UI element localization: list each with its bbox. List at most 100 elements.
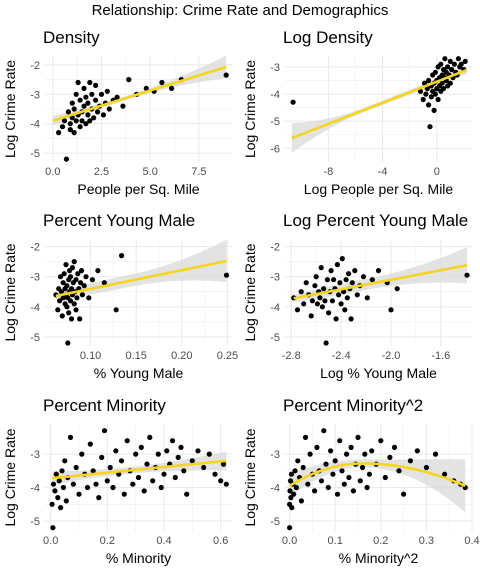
- data-point: [95, 109, 101, 115]
- data-point: [305, 481, 311, 487]
- y-tick-label: -5: [30, 516, 40, 528]
- x-axis-label: Log People per Sq. Mile: [304, 181, 454, 197]
- data-point: [357, 478, 363, 484]
- data-point: [55, 307, 61, 313]
- data-point: [120, 103, 126, 109]
- data-point: [104, 88, 110, 94]
- data-point: [83, 274, 89, 280]
- data-point: [432, 69, 438, 75]
- x-tick-label: -1.6: [431, 350, 450, 362]
- data-point: [76, 491, 82, 497]
- x-tick-label: 0.4: [464, 535, 479, 547]
- data-point: [87, 79, 93, 86]
- data-point: [309, 298, 315, 304]
- data-point: [293, 484, 299, 491]
- data-point: [223, 481, 229, 487]
- data-point: [73, 307, 79, 313]
- data-point: [294, 307, 301, 313]
- x-tick-label: -4: [378, 166, 388, 178]
- x-tick-label: 0.2: [100, 535, 115, 547]
- data-point: [73, 464, 79, 471]
- data-point: [378, 438, 384, 444]
- data-point: [366, 471, 372, 477]
- data-point: [344, 451, 350, 457]
- y-tick-label: -4: [270, 302, 280, 314]
- y-tick-label: -4: [30, 483, 40, 495]
- data-point: [206, 451, 212, 457]
- data-point: [84, 484, 91, 491]
- data-point: [292, 468, 298, 474]
- data-point: [323, 461, 329, 467]
- data-point: [67, 274, 74, 280]
- data-point: [61, 271, 67, 277]
- data-point: [85, 100, 91, 106]
- data-point: [321, 428, 327, 434]
- data-point: [60, 280, 66, 286]
- data-point: [119, 253, 125, 259]
- data-point: [295, 458, 301, 464]
- data-point: [346, 474, 352, 481]
- data-point: [64, 283, 70, 289]
- x-tick-label: 0.0: [282, 535, 297, 547]
- data-point: [135, 474, 142, 481]
- data-point: [445, 64, 451, 70]
- x-tick-label: 0.25: [217, 350, 238, 362]
- data-point: [298, 498, 304, 504]
- data-point: [113, 448, 119, 454]
- data-point: [391, 444, 398, 450]
- data-point: [333, 316, 339, 322]
- panel-title: Log Percent Young Male: [283, 211, 468, 230]
- data-point: [121, 491, 127, 497]
- data-point: [93, 82, 99, 88]
- y-tick-label: -4: [30, 119, 40, 131]
- confidence-band: [52, 451, 227, 485]
- data-point: [83, 121, 89, 127]
- data-point: [95, 268, 101, 274]
- data-point: [63, 262, 69, 268]
- data-point: [422, 80, 428, 86]
- data-point: [99, 454, 105, 460]
- x-tick-label: 2.5: [94, 166, 109, 178]
- data-point: [313, 274, 319, 280]
- x-tick-label: 0: [434, 166, 440, 178]
- y-tick-label: -5: [270, 516, 280, 528]
- data-point: [424, 86, 430, 92]
- data-point: [155, 451, 161, 457]
- data-point: [369, 448, 375, 454]
- data-point: [382, 474, 388, 481]
- data-point: [130, 481, 136, 487]
- x-tick-label: 0.0: [45, 166, 60, 178]
- data-point: [322, 298, 328, 304]
- data-point: [67, 121, 73, 127]
- data-point: [360, 274, 367, 280]
- y-tick-label: -2: [30, 242, 40, 254]
- data-point: [79, 451, 85, 457]
- data-point: [431, 107, 437, 113]
- data-point: [314, 301, 320, 307]
- panel-2: -8 -4 0 -6 -5 -4 -3 Log Density Log People per S…: [242, 28, 472, 197]
- data-point: [57, 298, 63, 304]
- data-point: [89, 91, 95, 97]
- data-point: [442, 471, 448, 477]
- data-point: [89, 277, 95, 283]
- data-point: [77, 97, 83, 103]
- y-tick-label: -3: [270, 62, 280, 74]
- data-point: [158, 484, 164, 491]
- y-tick-label: -5: [30, 332, 40, 344]
- panel-1: 0.0 2.5 5.0 7.5 -5 -4 -3 -2 Density People per Sq…: [2, 28, 232, 197]
- data-point: [348, 444, 354, 450]
- data-point: [69, 100, 75, 106]
- data-point: [451, 61, 457, 67]
- x-tick-label: -2.0: [381, 350, 400, 362]
- data-point: [118, 458, 125, 464]
- data-point: [126, 77, 132, 83]
- data-point: [81, 283, 87, 289]
- data-point: [447, 58, 453, 64]
- x-axis-label: % Minority^2: [339, 550, 419, 566]
- x-tick-label: 0.3: [419, 535, 434, 547]
- data-point: [78, 268, 85, 274]
- data-point: [432, 451, 439, 457]
- data-point: [301, 301, 307, 307]
- data-point: [396, 468, 402, 474]
- data-point: [359, 464, 366, 471]
